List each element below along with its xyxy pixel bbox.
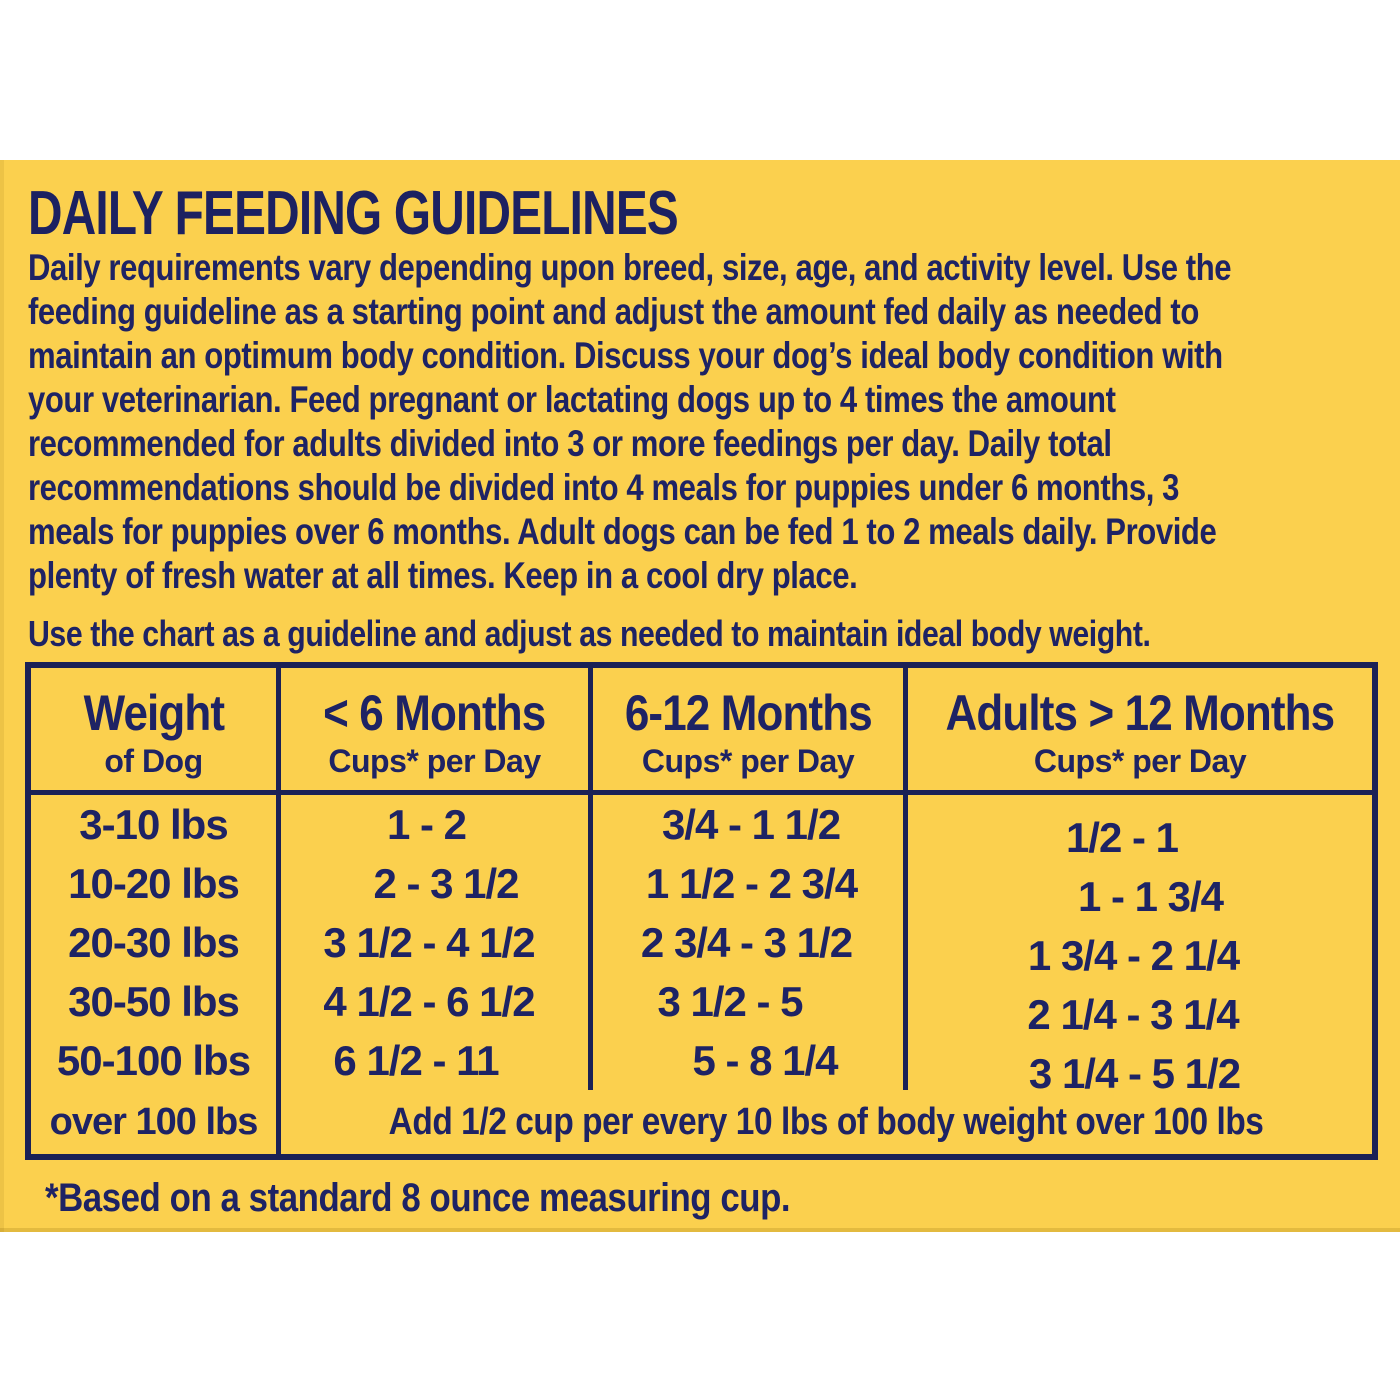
table-row-weight: 10-20 lbs [31,854,281,913]
table-row-weight: 3-10 lbs [31,795,281,854]
column-header-weight: Weight of Dog [31,668,281,795]
table-row-weight-over-100: over 100 lbs [31,1090,281,1154]
table-cell-under-6-months: 3 1/2 - 4 1/2 [281,913,593,972]
adults-value: 2 1/4 - 3 1/4 [1027,990,1239,1038]
feeding-guidelines-panel: DAILY FEEDING GUIDELINES Daily requireme… [0,160,1400,1232]
column-header-title: Weight [83,685,224,741]
table-cell-6-12-months: 5 - 8 1/4 [593,1031,908,1090]
intro-paragraph: Daily requirements vary depending upon b… [28,246,1400,598]
table-row-weight: 20-30 lbs [31,913,281,972]
table-cell-under-6-months: 4 1/2 - 6 1/2 [281,972,593,1031]
adults-value: 1 3/4 - 2 1/4 [1027,931,1240,979]
table-cell-6-12-months: 2 3/4 - 3 1/2 [593,913,908,972]
adults-value: 1/2 - 1 [1065,813,1179,861]
intro-line: your veterinarian. Feed pregnant or lact… [28,379,1116,420]
column-header-title: < 6 Months [323,685,546,741]
table-cell-6-12-months: 3 1/2 - 5 [593,972,908,1031]
column-header-under-6-months: < 6 Months Cups* per Day [281,668,593,795]
table-cell-6-12-months: 1 1/2 - 2 3/4 [593,854,908,913]
table-cell-under-6-months: 1 - 2 [281,795,593,854]
column-header-subtitle: Cups* per Day [1033,743,1247,779]
intro-line: recommendations should be divided into 4… [28,467,1180,508]
page-title: DAILY FEEDING GUIDELINES [28,179,679,248]
column-header-subtitle: Cups* per Day [328,743,541,779]
column-header-title: 6-12 Months [624,685,872,741]
table-cell-6-12-months: 3/4 - 1 1/2 [593,795,908,854]
table-cell-adults-values: 1/2 - 1 1 - 1 3/4 1 3/4 - 2 1/4 2 1/4 - … [908,795,1372,1097]
adults-value: 3 1/4 - 5 1/2 [1028,1049,1241,1097]
chart-usage-note: Use the chart as a guideline and adjust … [28,613,1151,654]
table-cell-under-6-months: 2 - 3 1/2 [281,854,593,913]
column-header-subtitle: Cups* per Day [641,743,855,779]
column-header-6-12-months: 6-12 Months Cups* per Day [593,668,908,795]
table-row-weight: 50-100 lbs [31,1031,281,1090]
intro-line: Daily requirements vary depending upon b… [28,247,1232,288]
column-header-adults: Adults > 12 Months Cups* per Day [908,668,1372,795]
adults-value: 1 - 1 3/4 [1077,872,1224,920]
intro-line: maintain an optimum body condition. Disc… [28,335,1223,376]
table-row-weight: 30-50 lbs [31,972,281,1031]
column-header-subtitle: of Dog [104,743,203,779]
intro-line: meals for puppies over 6 months. Adult d… [28,511,1217,552]
feeding-table: Weight of Dog < 6 Months Cups* per Day 6… [25,662,1378,1160]
table-cell-over-100-note: Add 1/2 cup per every 10 lbs of body wei… [389,1100,1264,1143]
table-cell-under-6-months: 6 1/2 - 11 [281,1031,593,1090]
intro-line: plenty of fresh water at all times. Keep… [28,555,858,596]
intro-line: feeding guideline as a starting point an… [28,291,1199,332]
column-header-title: Adults > 12 Months [945,685,1336,741]
intro-line: recommended for adults divided into 3 or… [28,423,1112,464]
footnote: *Based on a standard 8 ounce measuring c… [45,1176,791,1220]
